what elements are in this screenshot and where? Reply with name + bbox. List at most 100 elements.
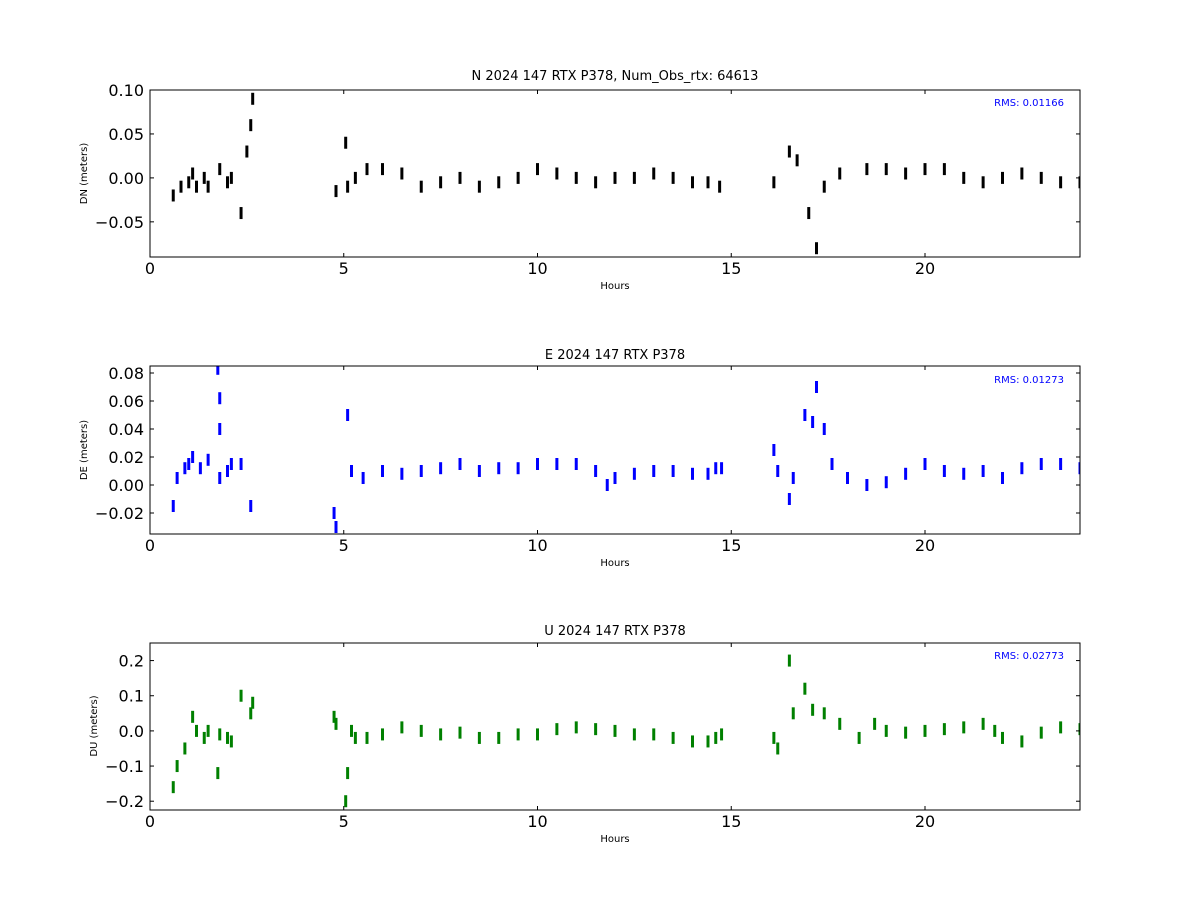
data-point [811,703,815,716]
data-point [574,171,578,184]
x-tick-label: 0 [145,536,155,555]
data-point [942,465,946,477]
data-point [332,507,336,519]
data-point [671,171,675,184]
data-point [993,724,997,737]
x-tick-label: 5 [339,259,349,278]
data-point [229,458,233,470]
data-point [202,171,206,184]
y-tick-label: 0.02 [108,448,144,467]
data-point [334,717,338,730]
x-tick-label: 20 [915,812,935,831]
y-tick-label: −0.1 [105,757,144,776]
data-point [1078,723,1080,736]
data-point [822,707,826,720]
data-point [381,163,384,176]
data-point [962,171,966,184]
data-point [239,458,243,470]
data-point [365,163,369,176]
data-point [218,728,222,741]
y-tick-label: −0.05 [95,213,144,232]
data-point [346,767,350,780]
y-axis-label: DU (meters) [89,695,100,756]
data-point [458,458,462,470]
data-point [720,728,724,741]
axes-frame [149,89,1081,258]
data-point [400,467,404,480]
data-point [574,458,578,470]
axes-frame [149,642,1081,811]
data-point [477,731,481,744]
data-point [1039,458,1043,470]
data-point [206,453,210,466]
data-point [815,242,818,255]
data-point [981,717,985,730]
y-tick-label: 0.1 [119,687,144,706]
data-point [419,724,423,737]
data-point [772,176,776,189]
data-point [838,167,842,180]
data-point [218,392,222,405]
x-axis-label: Hours [600,281,629,292]
data-point [776,742,780,755]
data-point [632,728,636,741]
data-point [183,462,187,475]
data-point [245,145,249,158]
data-point [720,462,724,475]
data-point [671,465,675,477]
data-point [574,721,578,734]
data-point [175,760,179,773]
data-point [803,682,807,695]
data-point [218,472,222,484]
data-point [962,721,966,734]
data-point [183,742,187,755]
data-point [1001,731,1004,744]
x-tick-label: 5 [339,536,349,555]
data-point [1020,167,1024,180]
data-point [1059,721,1063,734]
data-point [381,728,384,741]
data-point [904,167,908,180]
data-point [787,493,791,505]
data-series [171,92,1080,255]
data-point [787,145,791,158]
data-point [865,479,869,491]
data-point [536,458,539,470]
data-point [497,462,501,475]
data-point [187,176,191,189]
data-point [846,472,849,484]
data-point [691,735,694,748]
data-point [923,163,927,176]
y-tick-label: −0.02 [95,504,144,523]
data-point [477,180,481,193]
data-point [458,726,462,739]
data-point [884,163,888,176]
data-point [497,176,501,189]
x-tick-label: 15 [721,812,741,831]
data-point [605,479,609,491]
data-point [497,731,501,744]
data-point [714,731,718,744]
data-point [555,458,559,470]
x-tick-label: 5 [339,812,349,831]
data-point [536,728,539,741]
data-point [555,723,559,736]
data-point [873,717,877,730]
y-tick-label: 0.00 [108,476,144,495]
data-point [171,500,175,512]
data-point [857,731,861,744]
data-point [216,366,220,375]
data-point [1078,462,1080,475]
data-point [344,795,348,808]
data-point [229,171,233,184]
data-point [400,167,404,180]
chart-title: N 2024 147 RTX P378, Num_Obs_rtx: 64613 [472,69,759,84]
plot-area: 0 5 10 15 20 −0.2 −0.1 0.0 0.1 0.2 [105,642,1081,831]
data-point [516,171,520,184]
data-point [822,423,826,435]
data-point [229,735,233,748]
data-point [251,696,255,709]
data-point [613,171,617,184]
data-point [400,721,404,734]
data-point [815,381,818,393]
